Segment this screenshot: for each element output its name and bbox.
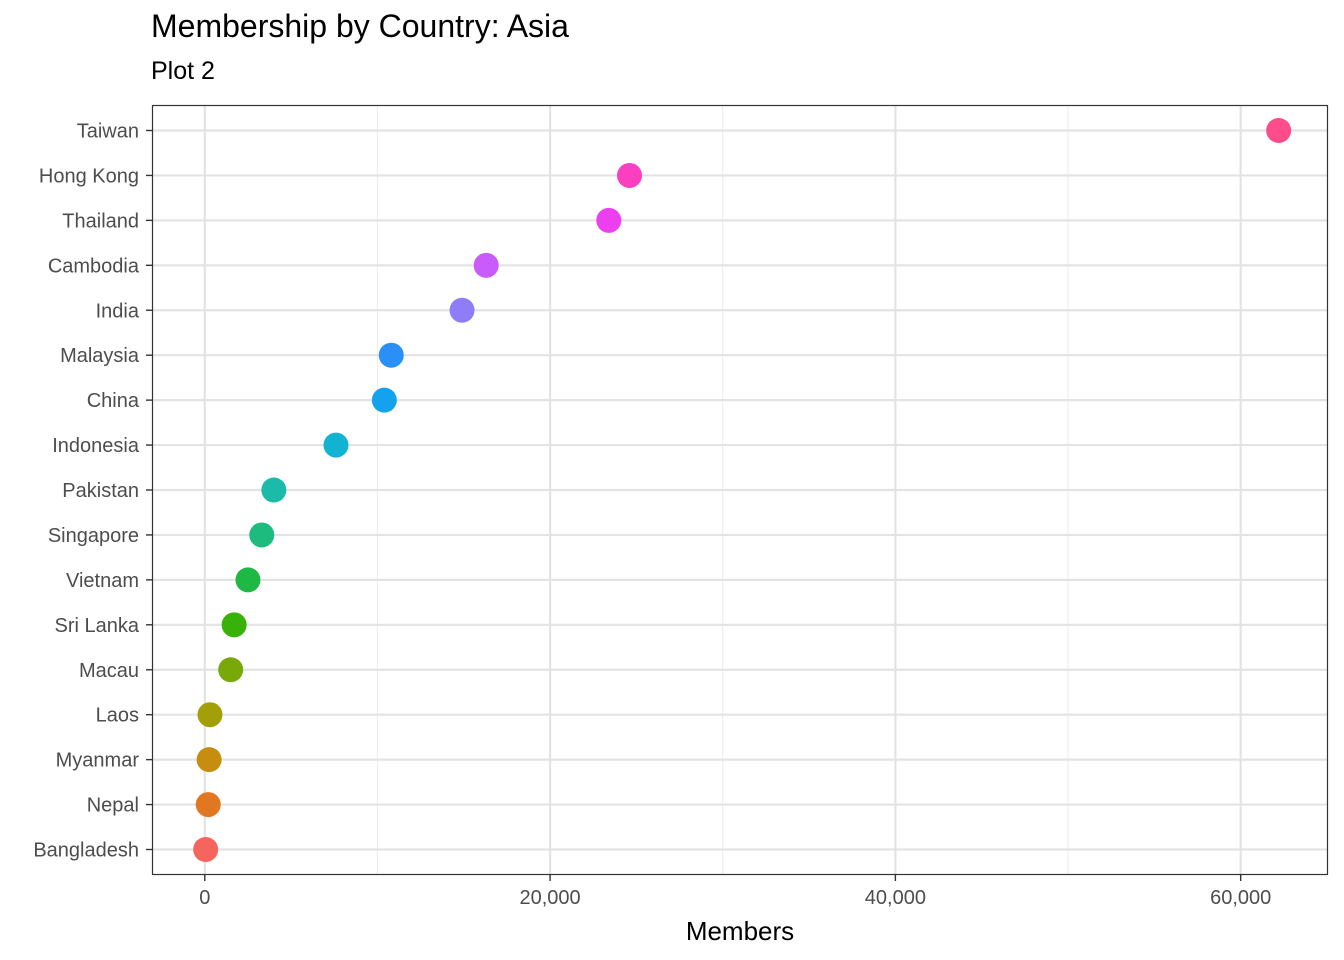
data-point bbox=[323, 432, 349, 458]
y-tick-label: Myanmar bbox=[56, 750, 140, 772]
x-tick-label: 0 bbox=[199, 887, 210, 909]
y-tick-label: India bbox=[96, 300, 140, 322]
data-point bbox=[371, 387, 397, 413]
y-tick-label: Macau bbox=[79, 660, 139, 682]
x-tick-label: 60,000 bbox=[1210, 887, 1271, 909]
y-tick-label: Singapore bbox=[48, 525, 139, 547]
x-tick-label: 40,000 bbox=[865, 887, 926, 909]
y-tick-label: Taiwan bbox=[77, 121, 139, 143]
y-tick-label: Bangladesh bbox=[33, 840, 139, 862]
y-tick-label: Thailand bbox=[62, 210, 139, 232]
y-tick-label: Vietnam bbox=[66, 570, 139, 592]
y-tick-label: Malaysia bbox=[60, 345, 140, 367]
data-point bbox=[196, 747, 222, 773]
x-tick-label: 20,000 bbox=[520, 887, 581, 909]
data-point bbox=[221, 612, 247, 638]
data-point bbox=[378, 342, 404, 368]
data-point bbox=[197, 702, 223, 728]
data-points bbox=[193, 118, 1292, 862]
chart-subtitle: Plot 2 bbox=[151, 57, 215, 85]
y-tick-label: China bbox=[87, 390, 140, 412]
data-point bbox=[449, 297, 475, 323]
y-tick-label: Cambodia bbox=[48, 255, 140, 277]
y-tick-label: Hong Kong bbox=[39, 165, 139, 187]
y-axis: Taiwan Hong Kong Thailand Cambodia India Mala… bbox=[33, 121, 153, 862]
data-point bbox=[218, 657, 244, 683]
data-point bbox=[596, 207, 622, 233]
y-tick-label: Indonesia bbox=[52, 435, 140, 457]
data-point bbox=[249, 522, 275, 548]
data-point bbox=[195, 792, 221, 818]
data-point bbox=[235, 567, 261, 593]
data-point bbox=[1266, 118, 1292, 143]
x-axis-label: Members bbox=[686, 916, 794, 946]
major-gridlines bbox=[153, 106, 1327, 874]
data-point bbox=[473, 252, 499, 278]
data-point bbox=[261, 477, 287, 503]
data-point bbox=[617, 162, 643, 188]
x-axis: 0 20,000 40,000 60,000 bbox=[199, 874, 1271, 909]
y-tick-label: Pakistan bbox=[62, 480, 139, 502]
y-tick-label: Laos bbox=[96, 705, 139, 727]
data-point bbox=[193, 837, 219, 862]
y-tick-label: Nepal bbox=[87, 795, 139, 817]
y-tick-label: Sri Lanka bbox=[55, 615, 140, 637]
chart-title: Membership by Country: Asia bbox=[151, 8, 569, 44]
